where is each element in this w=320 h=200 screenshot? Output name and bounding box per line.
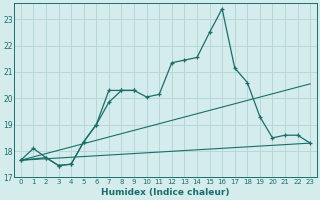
X-axis label: Humidex (Indice chaleur): Humidex (Indice chaleur)	[101, 188, 230, 197]
